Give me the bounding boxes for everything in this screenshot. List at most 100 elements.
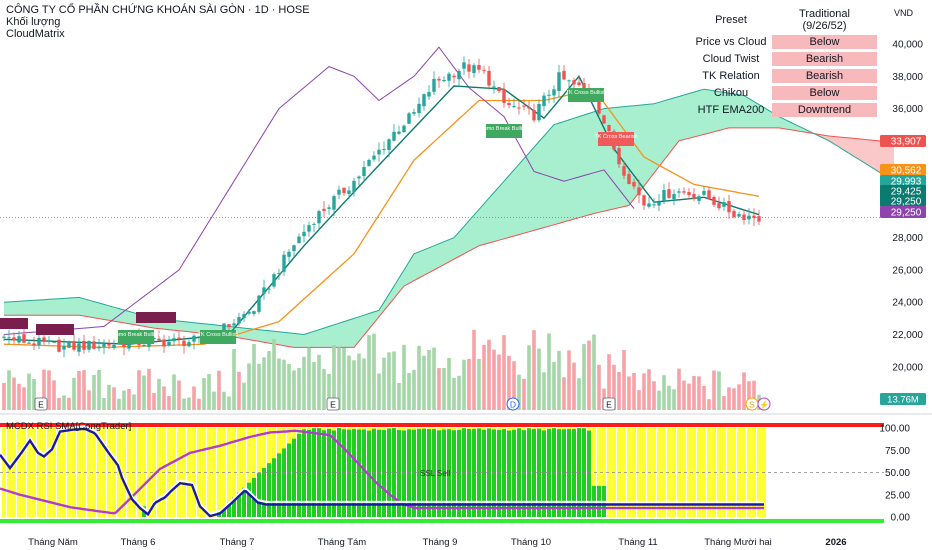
volume-bar: [282, 359, 286, 410]
cloud-bull-segment: [64, 298, 69, 316]
retailer-bar: [602, 428, 606, 517]
cloud-bull-segment: [129, 311, 134, 325]
banker-bar: [307, 429, 311, 517]
volume-bar: [217, 370, 221, 410]
preset-value: Traditional (9/26/52): [799, 8, 850, 32]
signal-tag-text: TK Cross Bullish: [198, 332, 239, 338]
cloud-bull-segment: [554, 123, 559, 225]
retailer-bar: [597, 428, 601, 517]
banker-bar: [257, 472, 261, 517]
volume-bar: [387, 352, 391, 410]
event-marker-text: S: [749, 400, 755, 410]
volume-bar: [112, 387, 116, 410]
candle-body: [272, 274, 276, 287]
status-value: Below: [772, 35, 877, 49]
mcdx-indicator-label[interactable]: MCDX RSI SMA[CongTrader]: [6, 421, 132, 432]
price-tick-label: 20,000: [892, 362, 923, 373]
candle-body: [2, 336, 6, 338]
volume-bar: [657, 390, 661, 410]
cloud-bull-segment: [519, 158, 524, 235]
cloud-bull-segment: [474, 209, 479, 249]
volume-bars: [2, 329, 761, 410]
time-tick-label: Tháng 11: [618, 537, 657, 548]
candle-body: [122, 343, 126, 348]
candle-body: [412, 112, 416, 114]
volume-bar: [567, 350, 571, 410]
candle-body: [577, 82, 581, 86]
status-row: Cloud Twist Bearish: [690, 52, 877, 66]
cloudmatrix-indicator-label[interactable]: CloudMatrix: [6, 28, 65, 40]
banker-bar: [442, 429, 446, 517]
cloud-bear-segment: [854, 138, 859, 160]
cloud-bull-segment: [69, 297, 74, 316]
cloud-bull-segment: [319, 328, 324, 348]
status-value: Below: [772, 86, 877, 100]
volume-bar: [697, 376, 701, 410]
candle-body: [72, 341, 76, 350]
banker-bar: [532, 428, 536, 517]
cloud-bull-segment: [434, 243, 439, 270]
cloud-bull-segment: [94, 301, 99, 319]
candle-body: [392, 131, 396, 141]
banker-bar: [402, 430, 406, 517]
candle-body: [682, 191, 686, 193]
time-tick-label: Tháng Tám: [318, 537, 366, 548]
volume-bar: [47, 370, 51, 410]
candle-body: [617, 148, 621, 165]
candle-body: [197, 336, 201, 338]
cloud-bull-segment: [84, 298, 89, 317]
signal-marker-box: [36, 324, 74, 335]
retailer-bar: [62, 428, 66, 517]
cloud-bull-segment: [4, 301, 9, 316]
volume-bar: [147, 368, 151, 410]
volume-bar: [432, 347, 436, 410]
cloud-bull-segment: [349, 318, 354, 348]
oversold-band: [0, 519, 884, 523]
banker-bar: [432, 429, 436, 517]
candle-body: [242, 314, 246, 319]
banker-bar: [482, 429, 486, 517]
volume-bar: [382, 357, 386, 410]
volume-indicator-label[interactable]: Khối lượng: [6, 16, 61, 28]
cloud-bull-segment: [689, 92, 694, 139]
volume-bar: [562, 377, 566, 410]
price-label-box: [880, 206, 926, 218]
candle-body: [12, 337, 16, 341]
cloud-bull-segment: [369, 311, 374, 330]
price-axis: 18,00020,00022,00024,00026,00028,00030,0…: [892, 40, 923, 406]
cloud-bull-segment: [719, 91, 724, 131]
cloud-bull-segment: [764, 107, 769, 128]
banker-bar: [422, 428, 426, 517]
retailer-bar: [657, 428, 661, 517]
candle-body: [602, 115, 606, 124]
cloud-bull-segment: [494, 186, 499, 242]
candle-body: [757, 216, 761, 222]
cloud-bull-segment: [104, 304, 109, 321]
candle-body: [452, 75, 456, 78]
preset-row: Preset Traditional (9/26/52): [690, 8, 877, 32]
candle-body: [492, 86, 496, 88]
candle-body: [232, 323, 236, 326]
candle-body: [462, 62, 466, 69]
banker-bar: [247, 482, 251, 517]
candle-body: [417, 103, 421, 114]
signal-tag-box: [598, 132, 634, 146]
volume-bar: [57, 397, 61, 410]
volume-bar: [627, 376, 631, 410]
volume-bar: [632, 372, 636, 410]
volume-bar: [492, 349, 496, 410]
candle-body: [67, 342, 71, 348]
volume-bar: [462, 359, 466, 410]
volume-bar: [292, 370, 296, 410]
volume-bar: [507, 355, 511, 410]
volume-bar: [127, 389, 131, 410]
cloud-bull-segment: [74, 297, 79, 316]
cloud-bull-segment: [189, 322, 194, 333]
volume-bar: [267, 351, 271, 410]
cloud-bull-segment: [714, 90, 719, 132]
cloud-bull-segment: [334, 323, 339, 348]
candle-body: [57, 339, 61, 352]
price-label-box: [880, 175, 926, 187]
cloud-bull-segment: [514, 164, 519, 236]
cloud-bull-segment: [34, 299, 39, 316]
